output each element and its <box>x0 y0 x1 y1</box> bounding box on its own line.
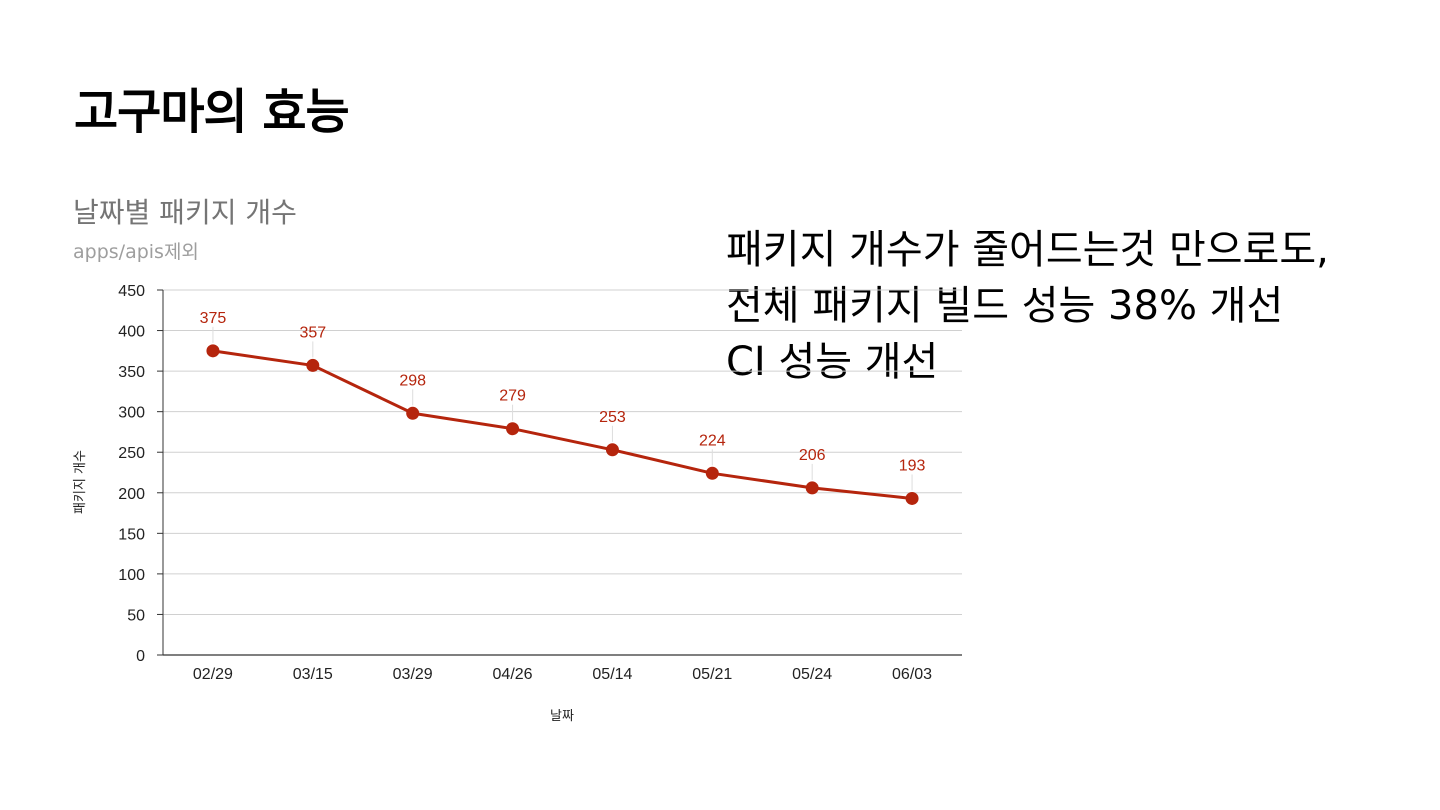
y-tick-label-0: 0 <box>136 648 145 665</box>
data-labels: 375 357 298 279 253 224 206 193 <box>200 310 926 491</box>
chart-title: 날짜별 패키지 개수 <box>73 196 297 229</box>
data-label-3: 279 <box>499 388 526 405</box>
y-tick-label-350: 350 <box>118 364 145 381</box>
data-label-5: 224 <box>699 432 726 449</box>
data-label-4: 253 <box>599 409 626 426</box>
y-tick-label-300: 300 <box>118 405 145 422</box>
y-tick-label-150: 150 <box>118 526 145 543</box>
data-point-1 <box>306 358 320 372</box>
callout-line-2: 전체 패키지 빌드 성능 38% 개선 <box>726 283 1284 329</box>
gridlines <box>163 289 962 615</box>
data-point-3 <box>506 422 520 436</box>
data-point-0 <box>206 344 220 358</box>
y-tick-label-250: 250 <box>118 445 145 462</box>
x-tick-label-7: 06/03 <box>892 666 932 683</box>
x-tick-label-3: 04/26 <box>493 666 533 683</box>
y-axis-title: 패키지 개수 <box>73 450 88 514</box>
data-point-2 <box>406 406 420 420</box>
data-point-5 <box>705 466 719 480</box>
y-tick-label-400: 400 <box>118 324 145 341</box>
data-label-1: 357 <box>299 324 326 341</box>
data-label-7: 193 <box>899 457 926 474</box>
y-tick-label-450: 450 <box>118 283 145 300</box>
series-line-0 <box>212 349 913 500</box>
callout-text: 패키지 개수가 줄어드는것 만으로도, 전체 패키지 빌드 성능 38% 개선 … <box>726 222 1329 390</box>
x-tick-label-6: 05/24 <box>792 666 832 683</box>
x-tick-label-0: 02/29 <box>193 666 233 683</box>
y-tick-label-50: 50 <box>127 607 145 624</box>
x-tick-label-4: 05/14 <box>592 666 632 683</box>
x-tick-label-5: 05/21 <box>692 666 732 683</box>
callout-line-1: 패키지 개수가 줄어드는것 만으로도, <box>726 227 1329 273</box>
x-axis-title: 날짜 <box>550 709 574 724</box>
data-point-4 <box>605 443 619 457</box>
axes: 0 50 100 150 200 250 300 350 400 450 02/29 03/15 03/… <box>118 283 962 683</box>
x-tick-label-1: 03/15 <box>293 666 333 683</box>
data-label-0: 375 <box>200 310 227 327</box>
x-tick-label-2: 03/29 <box>393 666 433 683</box>
data-point-6 <box>805 481 819 495</box>
callout-line-3: CI 성능 개선 <box>726 339 939 385</box>
data-label-6: 206 <box>799 447 826 464</box>
data-point-7 <box>905 491 919 505</box>
series-package-count <box>206 344 919 505</box>
y-tick-label-200: 200 <box>118 486 145 503</box>
slide-title: 고구마의 효능 <box>74 84 350 140</box>
chart-subtitle: apps/apis제외 <box>73 241 199 263</box>
y-tick-label-100: 100 <box>118 567 145 584</box>
data-label-2: 298 <box>399 372 426 389</box>
